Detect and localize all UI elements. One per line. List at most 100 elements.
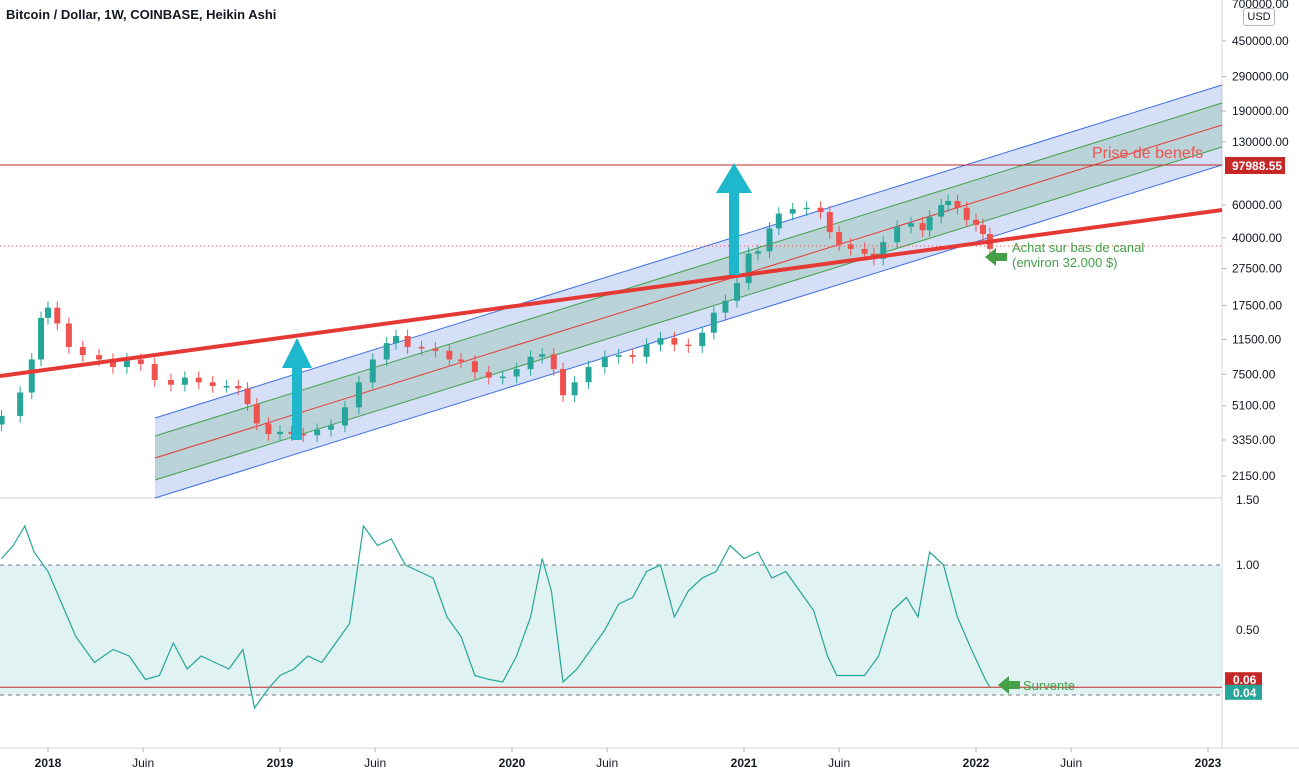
candle-body — [65, 323, 72, 347]
arrow-shaft — [292, 368, 302, 440]
axes: 450000.00 290000.00 190000.00 130000.00 6000… — [35, 34, 1289, 770]
arrow-head — [282, 338, 312, 368]
candle-body — [499, 376, 506, 379]
candle-body — [817, 207, 824, 213]
candle-body — [17, 392, 24, 416]
candle-body — [643, 344, 650, 357]
price-tick-label: 27500.00 — [1232, 262, 1282, 276]
price-tick-label: 3350.00 — [1232, 433, 1276, 447]
candle-body — [265, 423, 272, 435]
price-tick-label: 450000.00 — [1232, 34, 1289, 48]
candle-body — [383, 343, 390, 360]
candle-body — [615, 355, 622, 357]
candle-body — [137, 359, 144, 365]
candle-body — [926, 216, 933, 231]
candle-body — [45, 307, 51, 318]
candle-body — [734, 283, 741, 301]
candle-body — [945, 201, 952, 205]
candle-body — [253, 404, 260, 424]
price-tick-label: 7500.00 — [1232, 367, 1276, 381]
candle-body — [96, 355, 103, 360]
arrow-shaft — [729, 193, 739, 275]
candle-body — [513, 369, 520, 377]
candle-body — [585, 367, 592, 383]
candle-body — [722, 300, 729, 313]
candle-body — [244, 388, 251, 405]
candle-body — [861, 248, 868, 254]
target-price-badge — [1225, 157, 1285, 174]
osc-tick-label: 1.00 — [1236, 558, 1260, 572]
price-axis-top: 700000.00 — [1232, 0, 1289, 11]
candle-body — [485, 372, 492, 378]
candle-body — [527, 356, 534, 370]
candle-body — [223, 385, 230, 388]
candle-body — [314, 429, 321, 436]
candle-body — [369, 359, 376, 383]
osc-value-badge — [1225, 672, 1262, 688]
price-tick-label: 11500.00 — [1232, 333, 1281, 347]
candle-body — [167, 379, 174, 385]
regression-channel — [154, 84, 1223, 499]
candle-body — [766, 228, 773, 252]
candle-body — [973, 219, 979, 225]
time-tick-label: Juin — [596, 756, 618, 770]
candle-body — [109, 359, 116, 368]
candle-body — [418, 346, 425, 349]
candle-body — [151, 364, 158, 380]
candle-body — [919, 223, 926, 231]
price-tick-label: 60000.00 — [1232, 198, 1282, 212]
arrow-head — [716, 163, 752, 193]
time-tick-label: 2023 — [1195, 756, 1222, 770]
candle-body — [699, 332, 706, 347]
price-tick-label: 5100.00 — [1232, 399, 1276, 413]
candle-body — [79, 346, 86, 356]
arrow-shape — [998, 676, 1020, 694]
candle-body — [938, 204, 945, 217]
target-label: Prise de benefs — [1092, 145, 1203, 162]
candle-body — [38, 317, 45, 360]
time-tick-label: 2018 — [35, 756, 62, 770]
candle-body — [629, 355, 636, 357]
candle-body — [880, 242, 887, 259]
candle-body — [775, 213, 782, 229]
candle-body — [355, 382, 362, 408]
candle-body — [0, 415, 5, 425]
osc-value-label: 0.06 — [1233, 673, 1257, 687]
candle-body — [836, 232, 843, 245]
oversold-label: Survente — [1023, 678, 1075, 693]
price-tick-label: 130000.00 — [1232, 135, 1289, 149]
channel-inner-upper — [154, 102, 1223, 437]
price-tick-label: 40000.00 — [1232, 231, 1282, 245]
candle-body — [432, 348, 439, 351]
time-tick-label: 2021 — [731, 756, 758, 770]
candle-body — [404, 336, 411, 347]
candle-body — [277, 431, 283, 435]
osc-tick-label: 1.50 — [1236, 493, 1260, 507]
candle-body — [195, 377, 202, 383]
channel-center-line — [154, 124, 1223, 459]
time-tick-label: 2022 — [963, 756, 990, 770]
candle-body — [28, 359, 35, 393]
osc-background — [0, 565, 1222, 695]
candle-body — [288, 431, 295, 435]
price-tick-label: 17500.00 — [1232, 298, 1282, 312]
candle-body — [826, 212, 833, 233]
price-tick-label: 190000.00 — [1232, 104, 1289, 118]
channel-lower-bound — [154, 164, 1223, 499]
candle-body — [979, 224, 986, 235]
osc-value-badge — [1225, 684, 1262, 700]
buy-label-line2: (environ 32.000 $) — [1012, 255, 1118, 270]
candle-body — [954, 201, 961, 208]
currency-selector[interactable]: USD — [1243, 8, 1275, 26]
candle-body — [446, 350, 453, 360]
candle-body — [847, 244, 854, 249]
target-price-value: 97988.55 — [1232, 159, 1282, 173]
trend-lines — [0, 164, 1223, 378]
candle-body — [457, 359, 464, 362]
candle-body — [235, 385, 242, 389]
channel-inner-lower — [154, 146, 1223, 481]
candles — [0, 194, 993, 443]
oversold-arrow — [998, 676, 1020, 694]
oscillator-band — [0, 564, 1222, 696]
